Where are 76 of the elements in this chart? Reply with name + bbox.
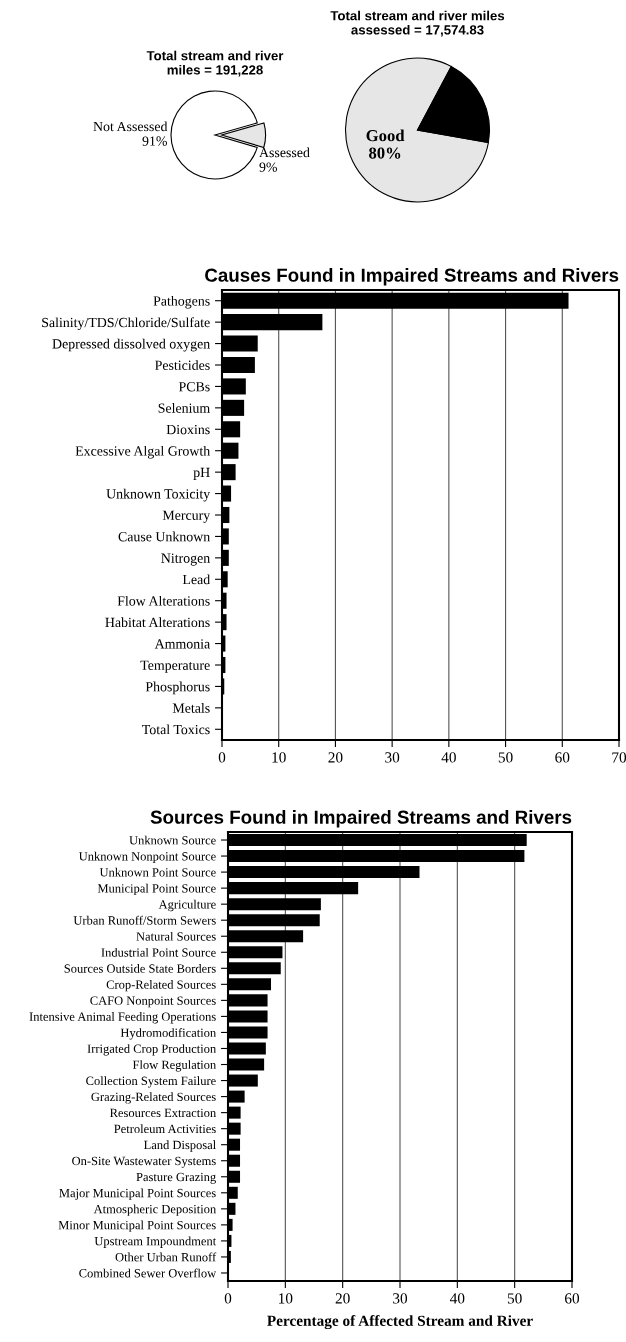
x-tick-label: 20: [328, 752, 343, 763]
x-tick-label: 10: [279, 1293, 293, 1304]
y-tick-label: Unknown Nonpoint Source: [78, 851, 216, 864]
y-tick-label: Irrigated Crop Production: [87, 1044, 217, 1056]
x-tick-label: 70: [612, 752, 626, 763]
y-tick-label: Flow Alterations: [117, 595, 210, 606]
y-tick-label: Land Disposal: [143, 1140, 216, 1152]
slice-label: Not Assessed: [93, 121, 168, 132]
y-tick-label: Minor Municipal Point Sources: [58, 1220, 216, 1232]
y-tick-label: Salinity/TDS/Chloride/Sulfate: [42, 317, 210, 331]
y-tick-label: Collection System Failure: [86, 1076, 216, 1088]
x-tick-label: 40: [449, 1293, 465, 1304]
y-tick-label: Atmospheric Deposition: [93, 1204, 216, 1216]
y-tick-label: Unknown Point Source: [99, 867, 216, 877]
x-tick-label: 10: [272, 752, 286, 763]
y-tick-label: Selenium: [158, 403, 210, 413]
slice-label: Assessed: [259, 147, 310, 158]
y-tick-label: Natural Sources: [136, 931, 216, 941]
y-tick-label: Resources Extraction: [109, 1108, 216, 1118]
y-tick-label: Grazing-Related Sources: [91, 1092, 216, 1104]
y-tick-label: On-Site Wastewater Systems: [72, 1156, 216, 1168]
x-tick-label: 40: [441, 752, 456, 763]
y-tick-label: Depressed dissolved oxygen: [52, 338, 210, 352]
y-tick-label: Pasture Grazing: [136, 1172, 216, 1184]
x-tick-label: 0: [224, 1293, 232, 1304]
y-tick-label: Industrial Point Source: [101, 947, 216, 957]
pie-slice: [344, 57, 489, 203]
y-tick-label: Hydromodification: [120, 1028, 217, 1040]
y-tick-label: Urban Runoff/Storm Sewers: [73, 915, 216, 925]
y-tick-label: Intensive Animal Feeding Operations: [29, 1012, 216, 1024]
y-tick-label: Lead: [182, 574, 211, 585]
y-tick-label: PCBs: [178, 382, 210, 392]
y-tick-label: Nitrogen: [161, 553, 210, 566]
y-tick-label: Total Toxics: [142, 724, 210, 735]
slice-label: Good: [366, 129, 405, 142]
x-axis-title: Percentage of Affected Stream and River: [267, 1314, 533, 1330]
y-tick-label: Phosphorus: [145, 681, 210, 695]
y-tick-label: Major Municipal Point Sources: [59, 1188, 216, 1200]
chart-title: Sources Found in Impaired Streams and Rivers: [150, 810, 572, 828]
y-tick-label: Petroleum Activities: [114, 1124, 216, 1134]
data-label: 80%: [369, 147, 401, 159]
y-tick-label: Temperature: [140, 660, 210, 673]
x-tick-label: 30: [393, 1293, 408, 1304]
y-tick-label: Agriculture: [158, 899, 216, 912]
y-tick-label: Ammonia: [154, 639, 210, 649]
chart-title: Causes Found in Impaired Streams and Rivers: [205, 268, 619, 286]
y-tick-label: pH: [193, 467, 210, 480]
y-tick-label: CAFO Nonpoint Sources: [90, 996, 216, 1008]
y-tick-label: Cause Unknown: [118, 531, 210, 542]
x-tick-label: 60: [565, 1293, 580, 1304]
chart-title: Total stream and river miles = 191,228: [146, 50, 284, 77]
x-tick-label: 20: [335, 1293, 350, 1304]
y-tick-label: Combined Sewer Overflow: [79, 1268, 217, 1278]
y-tick-label: Crop-Related Sources: [106, 980, 216, 992]
x-tick-label: 50: [507, 1293, 522, 1304]
x-tick-label: 50: [498, 752, 513, 763]
y-tick-label: Pesticides: [155, 360, 210, 370]
y-tick-label: Sources Outside State Borders: [64, 963, 216, 973]
y-tick-label: Unknown Toxicity: [106, 488, 211, 502]
chart-title: Total stream and river miles assessed = 17,574.83: [330, 10, 505, 37]
y-tick-label: Pathogens: [153, 295, 210, 309]
x-tick-label: 60: [555, 752, 570, 763]
data-label: 91%: [142, 136, 168, 146]
y-tick-label: Excessive Algal Growth: [75, 445, 211, 459]
y-tick-label: Mercury: [162, 510, 211, 523]
y-tick-label: Unknown Source: [129, 835, 216, 845]
y-tick-label: Habitat Alterations: [105, 617, 210, 628]
y-tick-label: Metals: [172, 703, 210, 713]
y-tick-label: Dioxins: [166, 424, 210, 435]
data-label: 9%: [259, 162, 278, 172]
y-tick-label: Upstream Impoundment: [94, 1236, 217, 1248]
y-tick-label: Flow Regulation: [132, 1060, 216, 1072]
y-tick-label: Other Urban Runoff: [115, 1252, 217, 1262]
x-tick-label: 30: [385, 752, 400, 763]
y-tick-label: Municipal Point Source: [97, 883, 216, 896]
x-tick-label: 0: [218, 752, 226, 763]
